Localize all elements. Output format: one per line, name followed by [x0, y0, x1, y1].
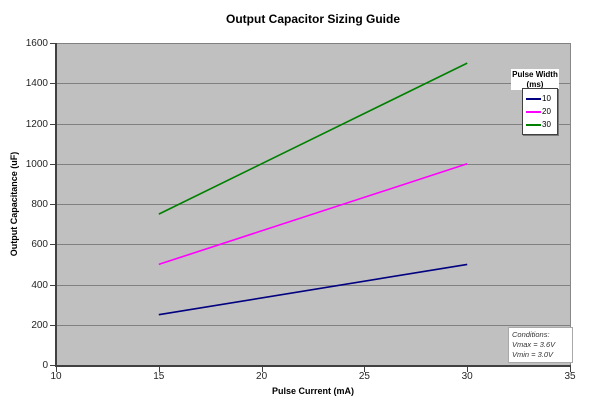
legend-entry-label: 20 [542, 107, 551, 116]
gridline-800 [56, 204, 570, 205]
x-tick-15 [158, 367, 160, 372]
legend-entry-10: 10 [523, 92, 557, 105]
chart-title: Output Capacitor Sizing Guide [226, 12, 400, 26]
x-tick-label-30: 30 [461, 371, 473, 382]
x-tick-label-15: 15 [153, 371, 165, 382]
legend-title-line1: Pulse Width [512, 70, 558, 79]
y-tick-label-1400: 1400 [25, 78, 48, 90]
legend-entry-20: 20 [523, 105, 557, 118]
y-tick-label-1600: 1600 [25, 38, 48, 49]
y-tick-label-800: 800 [31, 199, 48, 210]
legend-entries: 10 20 30 [523, 92, 557, 131]
y-tick-label-1000: 1000 [25, 158, 48, 170]
gridline-1600 [56, 43, 570, 44]
plot-area [56, 43, 571, 365]
y-tick-label-200: 200 [31, 319, 48, 331]
gridline-600 [56, 244, 570, 246]
legend: 10 20 30 [522, 88, 558, 135]
legend-line-sample-30 [526, 123, 541, 126]
x-tick-35 [570, 367, 571, 372]
x-axis-line [55, 365, 571, 367]
series-lines [158, 62, 468, 316]
gridline-1000 [56, 163, 570, 165]
gridline-400 [56, 284, 570, 286]
series-line-30 [158, 62, 468, 215]
legend-line-sample-10 [526, 97, 541, 100]
x-tick-label-10: 10 [50, 371, 62, 382]
y-tick-1200 [50, 123, 55, 125]
legend-entry-label: 10 [542, 94, 551, 103]
x-tick-10 [56, 367, 57, 372]
series-line-20 [158, 163, 468, 266]
y-tick-600 [50, 244, 55, 246]
x-tick-label-35: 35 [564, 371, 576, 382]
y-tick-label-0: 0 [42, 360, 48, 371]
conditions-line2: Vmax = 3.6V [512, 340, 556, 349]
y-tick-label-1200: 1200 [25, 118, 48, 130]
conditions-line1: Conditions: [512, 330, 550, 339]
y-tick-label-600: 600 [31, 239, 48, 251]
gridline-1200 [56, 123, 570, 125]
legend-entry-label: 30 [542, 120, 551, 129]
legend-title-line2: (ms) [526, 79, 544, 89]
y-tick-1000 [50, 163, 55, 165]
y-tick-label-400: 400 [31, 279, 48, 291]
x-tick-20 [261, 367, 263, 372]
y-tick-400 [50, 284, 55, 286]
gridline-200 [56, 324, 570, 326]
legend-line-sample-20 [526, 110, 541, 113]
legend-title: Pulse Width (ms) [511, 69, 559, 90]
conditions-annotation: Conditions: Vmax = 3.6V Vmin = 3.0V [508, 327, 573, 363]
gridline-1400 [56, 83, 570, 85]
y-tick-1400 [50, 83, 55, 85]
x-axis-title: Pulse Current (mA) [271, 386, 354, 396]
x-tick-30 [467, 367, 469, 372]
series-line-10 [158, 263, 468, 316]
conditions-line3: Vmin = 3.0V [512, 350, 554, 359]
y-tick-800 [50, 204, 55, 205]
x-tick-label-20: 20 [256, 371, 268, 382]
y-tick-200 [50, 324, 55, 326]
legend-entry-30: 30 [523, 118, 557, 131]
y-axis-line [55, 43, 57, 367]
x-tick-25 [364, 367, 366, 372]
y-tick-0 [50, 365, 55, 366]
y-tick-1600 [50, 43, 55, 44]
x-tick-label-25: 25 [358, 371, 370, 382]
